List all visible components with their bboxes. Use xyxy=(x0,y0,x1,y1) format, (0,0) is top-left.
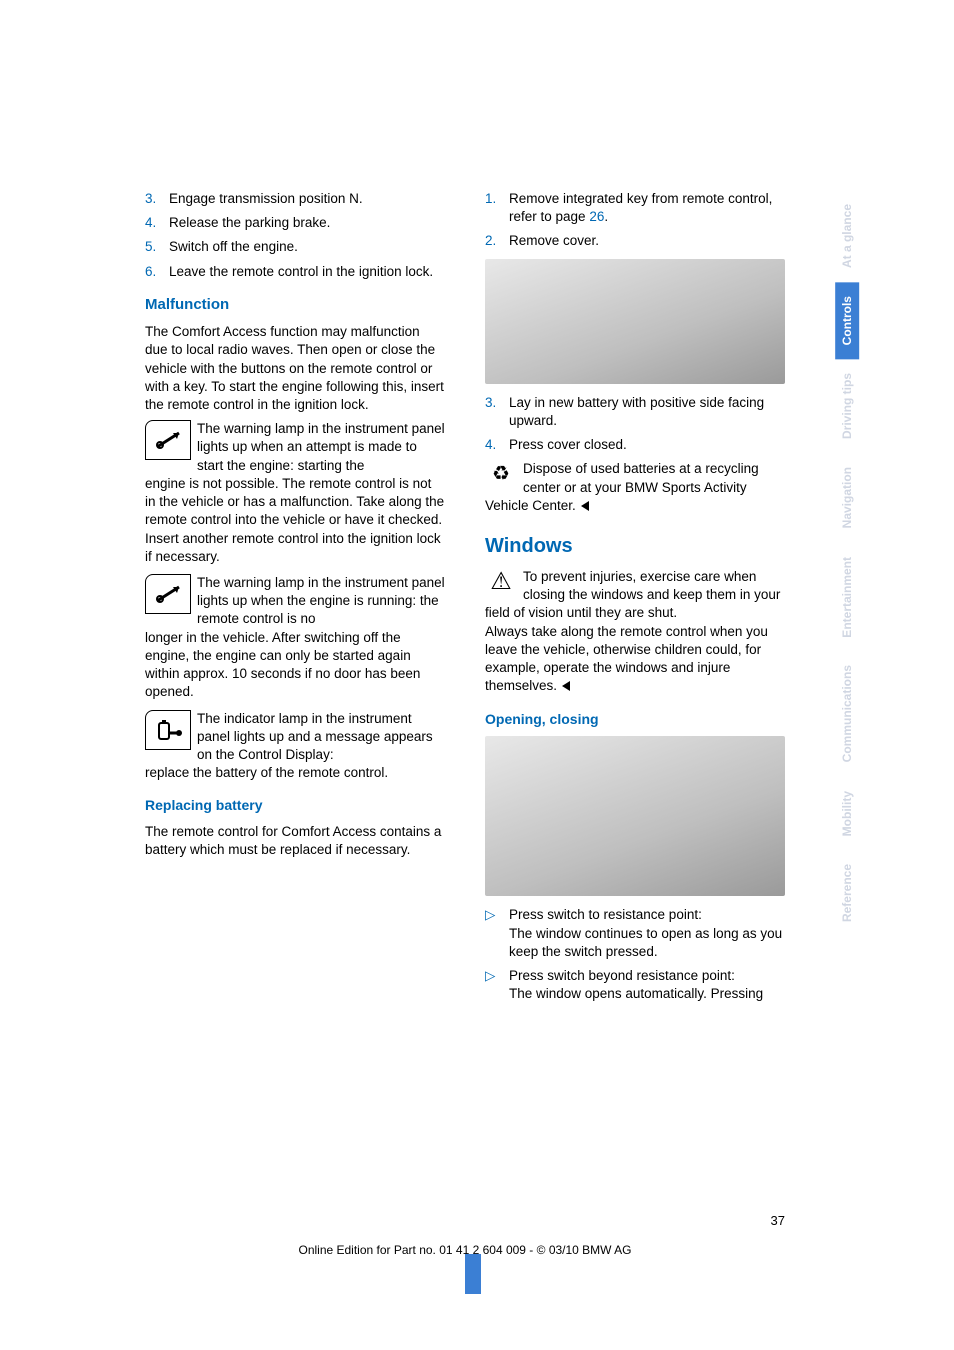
list-text: Press cover closed. xyxy=(509,437,627,452)
remote-cover-image xyxy=(485,259,785,384)
windows-caution: ⚠ To prevent injuries, exercise care whe… xyxy=(485,568,785,696)
side-tab-controls[interactable]: Controls xyxy=(835,282,859,359)
page-footer: 37 Online Edition for Part no. 01 41 2 6… xyxy=(145,1212,785,1258)
warning-block-2: The warning lamp in the instrument panel… xyxy=(145,574,445,702)
windows-heading: Windows xyxy=(485,533,785,560)
bullet1-line1: Press switch to resistance point: xyxy=(509,907,702,922)
warning3-lead: The indicator lamp in the instrument pan… xyxy=(197,711,433,762)
page-number: 37 xyxy=(771,1212,785,1230)
window-switch-image xyxy=(485,736,785,896)
key-warning-icon xyxy=(145,574,191,614)
list-text: Switch off the engine. xyxy=(169,239,298,254)
ordered-list-item: 6. Leave the remote control in the igniti… xyxy=(145,263,445,281)
side-tab-communications[interactable]: Communications xyxy=(835,651,859,776)
windows-caution-text2: Always take along the remote control whe… xyxy=(485,624,768,694)
bullet-item: ▷ Press switch beyond resistance point: … xyxy=(485,967,785,1003)
ordered-list-item: 4. Press cover closed. xyxy=(485,436,785,454)
list-text: Leave the remote control in the ignition… xyxy=(169,264,433,279)
warning3-rest: replace the battery of the remote contro… xyxy=(145,765,388,780)
footer-accent-bar xyxy=(465,1254,481,1294)
bullet1-line2: The window continues to open as long as … xyxy=(509,926,782,959)
list-number: 4. xyxy=(485,436,496,454)
list-number: 3. xyxy=(485,394,496,412)
triangle-bullet-icon: ▷ xyxy=(485,906,495,924)
ordered-list-item: 3. Engage transmission position N. xyxy=(145,190,445,208)
side-tab-entertainment[interactable]: Entertainment xyxy=(835,543,859,652)
list-text: Remove integrated key from remote contro… xyxy=(509,191,772,224)
caution-icon: ⚠ xyxy=(485,568,517,596)
side-tab-reference[interactable]: Reference xyxy=(835,850,859,936)
ordered-list-item: 1. Remove integrated key from remote cont… xyxy=(485,190,785,226)
side-tab-navigation[interactable]: Navigation xyxy=(835,453,859,542)
malfunction-text: The Comfort Access function may malfunct… xyxy=(145,323,445,414)
warning2-rest: longer in the vehicle. After switching o… xyxy=(145,630,420,700)
triangle-bullet-icon: ▷ xyxy=(485,967,495,985)
list-number: 3. xyxy=(145,190,156,208)
remote-battery-icon xyxy=(145,710,191,750)
recycle-icon: ♻ xyxy=(485,460,517,488)
end-marker-icon xyxy=(561,677,571,695)
dispose-block: ♻ Dispose of used batteries at a recycli… xyxy=(485,460,785,515)
side-tab-mobility[interactable]: Mobility xyxy=(835,777,859,850)
warning-block-1: The warning lamp in the instrument panel… xyxy=(145,420,445,566)
warning1-lead: The warning lamp in the instrument panel… xyxy=(197,421,445,472)
ordered-list-item: 5. Switch off the engine. xyxy=(145,238,445,256)
list-text: Release the parking brake. xyxy=(169,215,330,230)
warning1-rest: engine is not possible. The remote contr… xyxy=(145,476,444,564)
side-tab-at-a-glance[interactable]: At a glance xyxy=(835,190,859,282)
list-number: 6. xyxy=(145,263,156,281)
replacing-battery-heading: Replacing battery xyxy=(145,796,445,815)
replacing-battery-text: The remote control for Comfort Access co… xyxy=(145,823,445,859)
bullet2-line2: The window opens automatically. Pressing xyxy=(509,986,763,1001)
bullet2-line1: Press switch beyond resistance point: xyxy=(509,968,735,983)
opening-closing-heading: Opening, closing xyxy=(485,710,785,729)
end-marker-icon xyxy=(580,497,590,515)
side-tabs: At a glanceControlsDriving tipsNavigatio… xyxy=(835,190,859,936)
dispose-text: Dispose of used batteries at a recycling… xyxy=(485,461,759,512)
list-number: 5. xyxy=(145,238,156,256)
ordered-list-item: 3. Lay in new battery with positive side … xyxy=(485,394,785,430)
ordered-list-item: 4. Release the parking brake. xyxy=(145,214,445,232)
key-warning-icon xyxy=(145,420,191,460)
malfunction-heading: Malfunction xyxy=(145,295,445,315)
list-number: 1. xyxy=(485,190,496,208)
bullet-item: ▷ Press switch to resistance point: The … xyxy=(485,906,785,961)
list-text: Engage transmission position N. xyxy=(169,191,363,206)
left-column: 3. Engage transmission position N. 4. Relea… xyxy=(145,190,445,866)
list-text: Remove cover. xyxy=(509,233,599,248)
list-text: Lay in new battery with positive side fa… xyxy=(509,395,764,428)
right-column: 1. Remove integrated key from remote cont… xyxy=(485,190,785,1009)
page-link[interactable]: 26 xyxy=(589,209,604,224)
warning-block-3: The indicator lamp in the instrument pan… xyxy=(145,710,445,783)
side-tab-driving-tips[interactable]: Driving tips xyxy=(835,359,859,453)
list-number: 4. xyxy=(145,214,156,232)
list-text: . xyxy=(604,209,608,224)
windows-caution-text: To prevent injuries, exercise care when … xyxy=(485,569,780,620)
warning2-lead: The warning lamp in the instrument panel… xyxy=(197,575,445,626)
ordered-list-item: 2. Remove cover. xyxy=(485,232,785,250)
list-number: 2. xyxy=(485,232,496,250)
